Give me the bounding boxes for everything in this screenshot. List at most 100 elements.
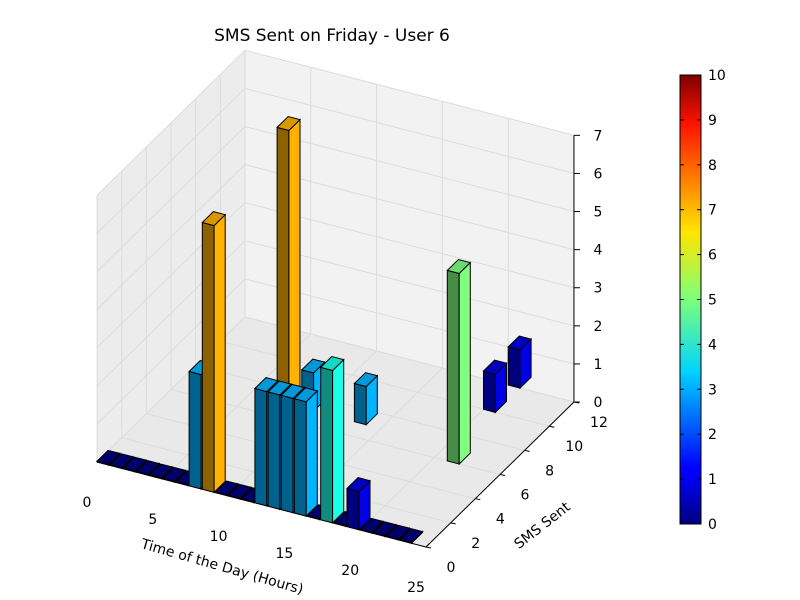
bar [353,372,379,426]
bar-top [293,387,319,403]
colorbar-tick-label: 1 [708,472,717,488]
y-tick-mark [450,522,456,525]
bar-top [161,466,187,482]
bar [135,460,161,477]
bar-front [188,370,202,490]
colorbar-tick-label: 10 [708,68,726,84]
back-pane [245,50,574,403]
bar [109,453,135,470]
bar-top [122,456,148,472]
bar-top [446,258,472,275]
bar [214,480,240,497]
bar-top [372,521,398,537]
x-tick-label: 10 [210,529,228,545]
colorbar-tick-label: 4 [708,337,717,353]
bar [446,258,472,466]
y-tick-mark [549,425,555,428]
bar [122,456,148,474]
grid-line-z [96,125,575,272]
bar-top [276,115,301,132]
x-tick-label: 0 [83,495,92,511]
bar-top [214,480,240,496]
z-tick-label: 1 [593,357,602,373]
bar-side [332,358,345,525]
y-tick-label: 4 [496,512,505,528]
colorbar-tick-label: 9 [708,113,717,129]
bar-top [280,383,306,399]
bar-front [320,366,334,524]
bar-top [135,460,161,476]
bar-top [319,355,345,372]
colorbar-tick-label: 5 [708,293,717,309]
bar [346,477,371,531]
y-tick-label: 2 [471,536,480,552]
bar [96,449,121,467]
grid-line-z [96,49,575,196]
bar-side [305,389,318,518]
z-tick-label: 2 [593,319,602,335]
bar-front [507,346,521,389]
bar [507,335,533,390]
y-tick-label: 6 [521,488,530,504]
bar-front [346,487,360,531]
y-tick-label: 0 [447,560,456,576]
bar-top [267,380,292,396]
x-tick-label: 15 [275,546,293,562]
bar-side [458,261,471,466]
bar-front [254,387,268,507]
bar [372,521,398,538]
colorbar-tick-label: 6 [708,248,717,264]
bar-front [293,398,307,517]
z-tick-label: 7 [593,128,602,144]
bar-top [253,377,279,393]
z-tick-label: 4 [593,243,602,259]
y-tick-label: 12 [590,415,608,431]
z-tick-label: 0 [593,395,602,411]
bar [293,387,319,518]
colorbar-tick-label: 8 [708,158,717,174]
bar-top [507,335,533,351]
bar-front [446,269,460,465]
bar-top [227,483,253,499]
bar-top [398,528,424,544]
bar-top [482,359,508,375]
bar [319,355,345,525]
bar-front [483,370,496,413]
bar [398,528,424,545]
z-tick-label: 6 [593,166,602,182]
bar [482,359,508,414]
y-tick-label: 8 [545,463,554,479]
x-tick-mark [425,542,431,548]
bar [359,517,385,535]
z-tick-label: 5 [593,205,602,221]
chart-title: SMS Sent on Friday - User 6 [214,26,450,46]
colorbar-ticks: 0 1 2 3 4 5 6 7 8 9 10 [680,68,726,533]
y-tick-mark [475,498,481,501]
bar-top [201,211,227,227]
y-axis-label: SMS Sent [512,499,574,553]
y-tick-mark [499,474,506,477]
bar-top [300,358,326,374]
y-tick-mark [524,449,530,452]
bar-front [201,221,215,493]
bar [201,211,227,494]
y-tick-mark [425,546,432,549]
bar [276,115,301,437]
x-tick-label: 25 [407,580,425,596]
x-tick-label: 5 [148,512,157,528]
grid-line-z [96,164,575,310]
bar-top [353,372,379,388]
grid-line-z [96,202,575,349]
y-tick-label: 10 [565,439,583,455]
bar [148,463,174,480]
bar-top [385,524,411,540]
bar-top [96,449,121,465]
x-tick-label: 20 [341,563,359,579]
bar [161,466,187,484]
colorbar-tick-label: 2 [708,427,717,443]
bar-front [280,394,294,514]
z-tick-label: 3 [593,281,602,297]
bar-front [267,391,281,510]
colorbar-tick-label: 3 [708,382,717,398]
